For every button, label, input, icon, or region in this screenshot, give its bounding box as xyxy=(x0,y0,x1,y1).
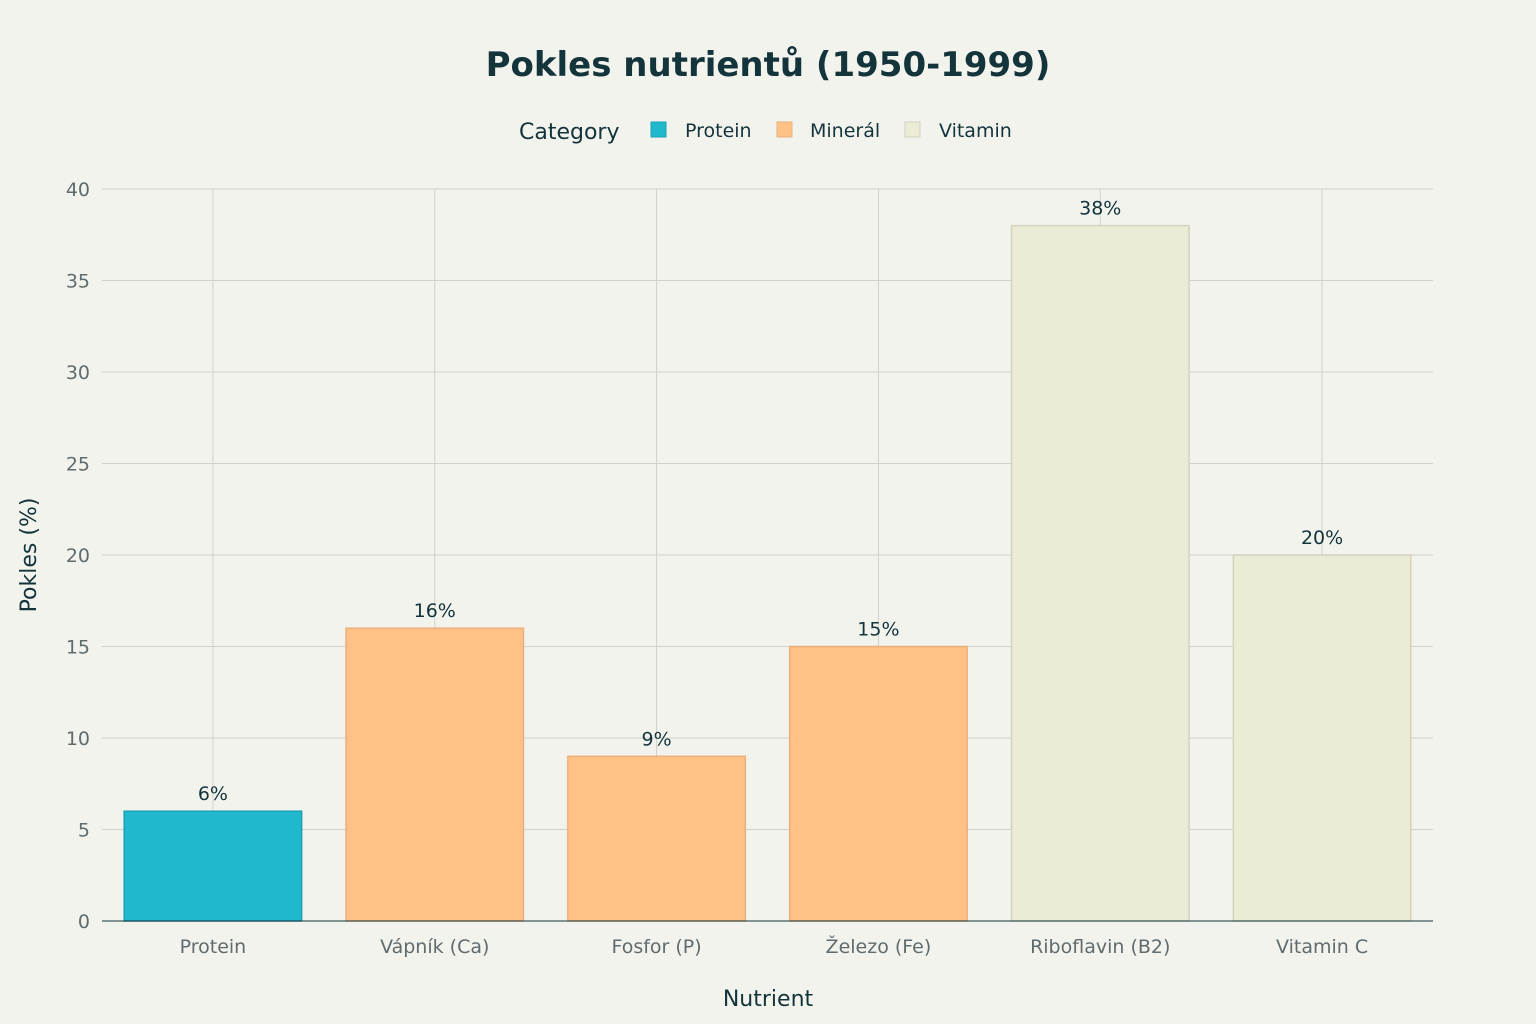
y-tick-label: 35 xyxy=(66,271,90,293)
y-tick-label: 0 xyxy=(78,911,90,933)
data-label: 9% xyxy=(642,728,672,750)
bars xyxy=(123,224,1412,922)
legend-label-vitamin: Vitamin xyxy=(939,120,1012,142)
legend-title: Category xyxy=(519,120,620,145)
bar[interactable] xyxy=(1010,224,1190,922)
y-tick-label: 30 xyxy=(66,362,90,384)
x-axis-title: Nutrient xyxy=(723,987,814,1012)
data-label: 38% xyxy=(1079,198,1121,220)
data-label: 15% xyxy=(857,619,899,641)
y-tick-label: 40 xyxy=(66,179,90,201)
data-labels: 6% 16% 9% 15% 38% 20% xyxy=(198,198,1343,806)
data-label: 20% xyxy=(1301,527,1343,549)
legend-label-protein: Protein xyxy=(685,120,752,142)
y-axis-title: Pokles (%) xyxy=(17,498,42,613)
data-label: 16% xyxy=(414,600,456,622)
x-tick-label: Fosfor (P) xyxy=(611,936,701,958)
y-tick-label: 15 xyxy=(66,637,90,659)
y-tick-label: 25 xyxy=(66,454,90,476)
bar[interactable] xyxy=(1232,554,1412,922)
axes: 0 5 10 15 20 25 30 35 40 Protein Vápník (Ca) Fosfor… xyxy=(66,179,1433,958)
legend-swatch-mineral xyxy=(776,121,793,138)
y-tick-label: 5 xyxy=(78,820,90,842)
x-tick-label: Protein xyxy=(180,936,247,958)
legend-swatch-protein xyxy=(650,121,667,138)
bar[interactable] xyxy=(567,755,747,922)
x-tick-label: Železo (Fe) xyxy=(826,935,932,958)
x-tick-label: Riboflavin (B2) xyxy=(1030,936,1170,958)
legend-swatch-vitamin xyxy=(904,121,921,138)
y-tick-label: 20 xyxy=(66,545,90,567)
x-tick-label: Vápník (Ca) xyxy=(380,936,489,958)
chart-title: Pokles nutrientů (1950-1999) xyxy=(486,45,1051,85)
x-tick-label: Vitamin C xyxy=(1276,936,1368,958)
legend: Category Protein Minerál Vitamin xyxy=(519,120,1012,145)
data-label: 6% xyxy=(198,783,228,805)
bar[interactable] xyxy=(788,645,968,922)
legend-label-mineral: Minerál xyxy=(810,120,880,142)
bar[interactable] xyxy=(123,810,303,922)
y-tick-label: 10 xyxy=(66,728,90,750)
bar[interactable] xyxy=(345,627,525,922)
